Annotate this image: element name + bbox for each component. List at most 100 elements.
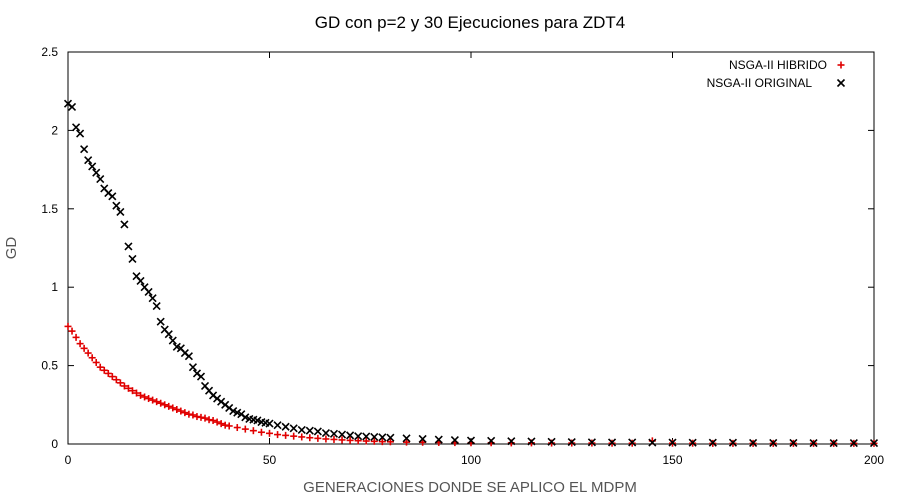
data-point	[728, 438, 738, 447]
data-point	[96, 363, 104, 371]
data-point	[527, 437, 536, 446]
data-point	[169, 404, 177, 412]
y-tick-label: 1	[51, 280, 58, 294]
series-original	[63, 99, 879, 448]
data-point	[362, 437, 370, 445]
data-point	[274, 431, 282, 439]
legend-marker-original	[836, 78, 846, 88]
data-point	[120, 220, 129, 229]
data-point	[688, 438, 697, 447]
data-point	[92, 168, 101, 177]
data-point	[76, 340, 84, 348]
data-point	[152, 301, 161, 311]
legend-cross-marker	[836, 78, 846, 88]
data-point	[128, 387, 136, 395]
data-point	[257, 428, 265, 436]
data-point	[196, 372, 206, 381]
data-point	[144, 287, 153, 296]
y-tick-label: 1.5	[41, 202, 58, 216]
data-point	[305, 426, 314, 435]
data-point	[68, 327, 76, 335]
series-hibrido	[64, 322, 878, 447]
data-point	[362, 432, 371, 441]
data-point	[112, 376, 120, 384]
data-point	[668, 438, 677, 447]
data-point	[72, 333, 80, 341]
data-point	[173, 406, 181, 414]
data-point	[153, 398, 161, 406]
legend-label-original: NSGA-II ORIGINAL	[707, 76, 813, 90]
data-point	[188, 363, 197, 372]
data-point	[233, 424, 241, 432]
data-point	[450, 436, 459, 445]
data-point	[567, 438, 576, 447]
data-point	[809, 438, 818, 448]
data-point	[386, 433, 395, 442]
x-tick-label: 150	[662, 453, 682, 467]
data-point	[189, 411, 197, 419]
data-point	[128, 254, 137, 264]
data-point	[64, 322, 72, 330]
data-point	[322, 435, 330, 443]
data-point	[266, 429, 273, 437]
data-point	[265, 419, 274, 428]
data-point	[869, 438, 879, 448]
data-point	[148, 294, 157, 303]
data-point	[829, 438, 838, 448]
x-axis: 0 50 100 150 200	[65, 52, 884, 467]
data-point	[184, 352, 193, 361]
data-point	[329, 429, 339, 438]
data-point	[165, 402, 173, 410]
data-point	[386, 438, 394, 446]
data-point	[84, 156, 93, 165]
data-point	[708, 438, 717, 447]
data-point	[487, 436, 496, 445]
data-point	[88, 162, 97, 171]
data-point	[164, 330, 173, 339]
data-point	[402, 434, 411, 443]
x-tick-label: 50	[263, 453, 277, 467]
data-point	[547, 437, 556, 446]
x-axis-label: GENERACIONES DONDE SE APLICO EL MDPM	[303, 479, 637, 496]
data-point	[104, 369, 112, 377]
legend: NSGA-II HIBRIDO NSGA-II ORIGINAL	[707, 58, 846, 90]
data-point	[108, 192, 117, 201]
x-tick-label: 100	[461, 453, 481, 467]
data-point	[466, 436, 476, 445]
y-tick-label: 0	[51, 437, 58, 451]
data-point	[338, 436, 346, 444]
data-point	[156, 317, 165, 326]
data-point	[346, 431, 355, 440]
data-point	[273, 421, 282, 430]
data-point	[370, 432, 379, 442]
data-point	[225, 422, 233, 430]
data-point	[181, 409, 189, 417]
data-point	[587, 438, 596, 447]
y-tick-label: 2	[51, 123, 58, 137]
legend-marker-hibrido	[837, 61, 845, 69]
data-point	[241, 425, 249, 433]
data-point	[136, 276, 145, 285]
data-point	[769, 438, 778, 447]
data-point	[434, 435, 443, 444]
data-point	[418, 434, 427, 444]
data-point	[201, 414, 209, 422]
x-tick-label: 0	[65, 453, 72, 467]
data-point	[100, 366, 108, 374]
data-point	[378, 438, 386, 446]
data-point	[354, 437, 362, 445]
data-point	[249, 427, 257, 435]
data-point	[145, 395, 153, 403]
y-tick-label: 2.5	[41, 45, 58, 59]
data-point	[177, 407, 185, 415]
y-axis: 0 0.5 1 1.5 2 2.5	[41, 45, 874, 451]
data-point	[84, 349, 92, 357]
data-point	[370, 437, 378, 445]
data-point	[354, 432, 363, 441]
data-point	[548, 439, 556, 447]
plot-frame	[67, 51, 875, 445]
data-point	[306, 434, 314, 442]
data-point	[80, 344, 88, 352]
data-point	[80, 145, 89, 154]
